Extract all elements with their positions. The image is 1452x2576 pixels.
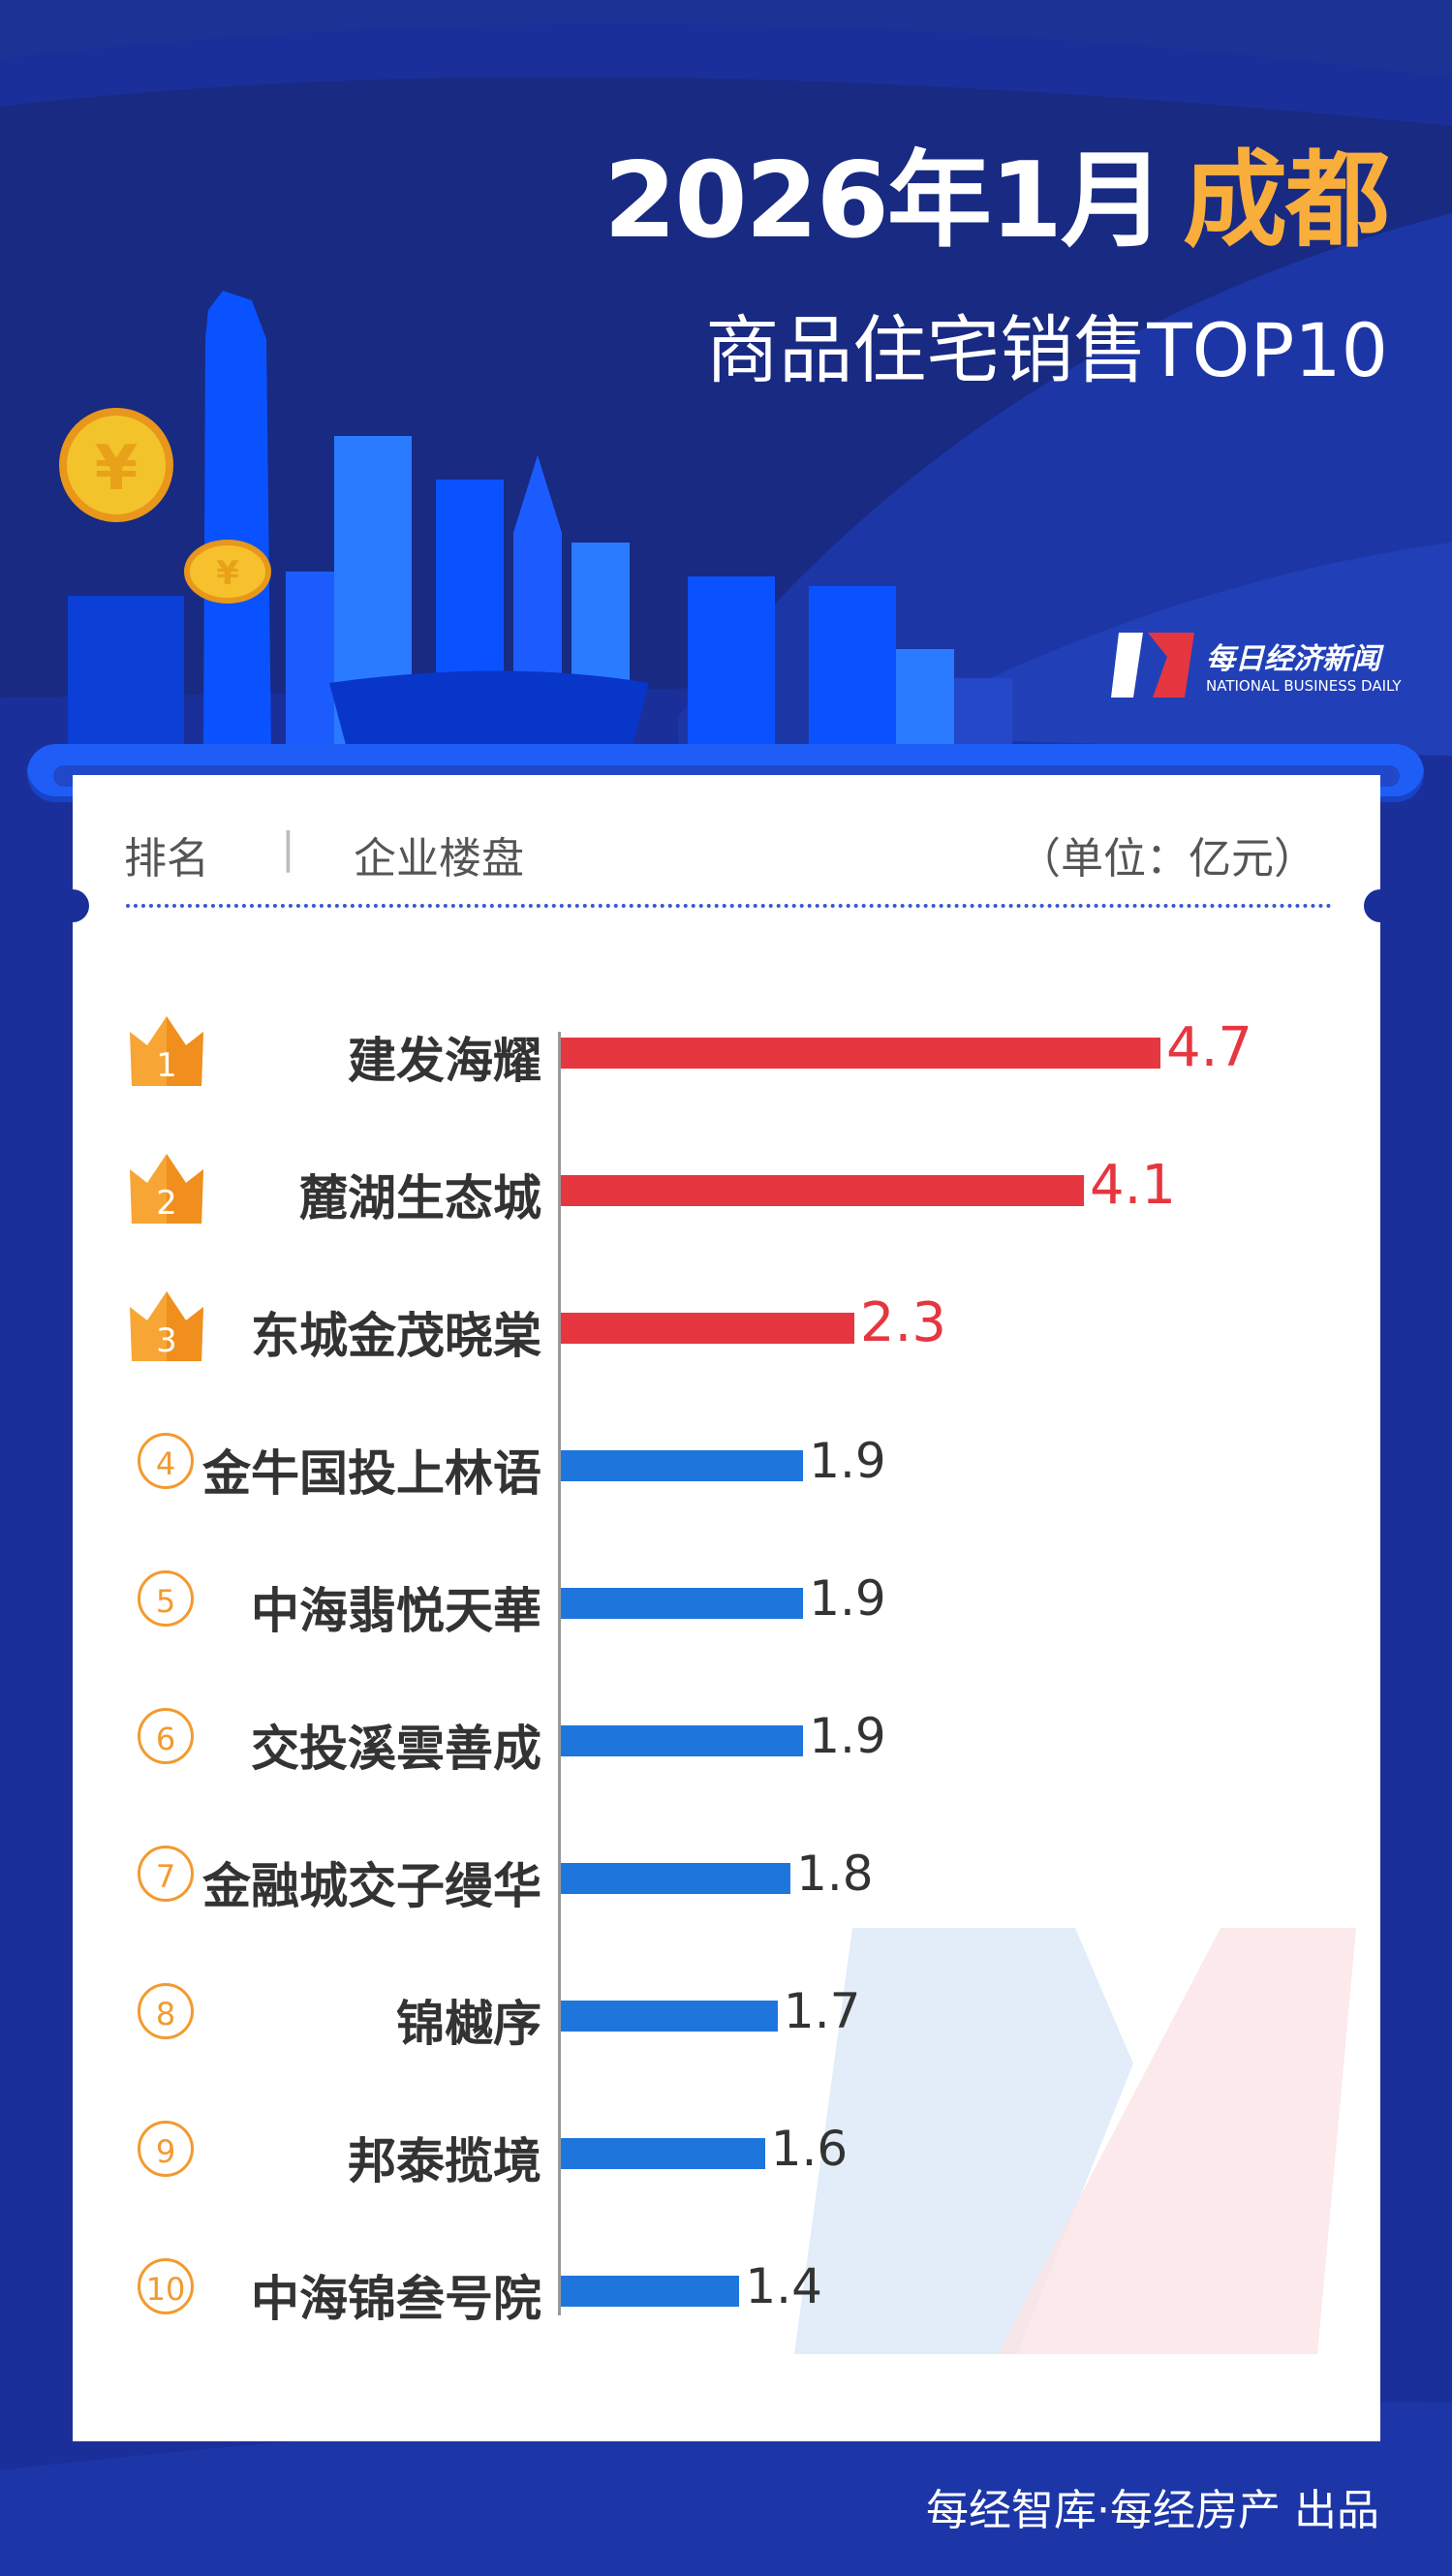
logo-cn: 每日经济新闻 — [1206, 641, 1380, 676]
footer-credit: 每经智库·每经房产 出品 — [926, 2486, 1379, 2535]
bar — [561, 1175, 1084, 1206]
rank-number: 2 — [156, 1184, 177, 1223]
crown-rank-icon: 3 — [130, 1291, 203, 1361]
chart-axis — [558, 1032, 561, 2315]
svg-text:¥: ¥ — [216, 554, 239, 593]
crown-rank-icon: 1 — [130, 1016, 203, 1086]
bar — [561, 1313, 854, 1344]
rank-circle-icon: 10 — [138, 2258, 194, 2314]
chart-row: 7 金融城交子缦华 1.8 — [0, 1828, 1452, 1925]
header-rank: 排名 — [124, 834, 209, 884]
chart-row: 10 中海锦叁号院 1.4 — [0, 2241, 1452, 2338]
value-label: 4.7 — [1166, 1016, 1253, 1079]
crown-rank-icon: 2 — [130, 1154, 203, 1224]
watermark-logo — [794, 1928, 1356, 2354]
bar — [561, 1863, 791, 1894]
rank-circle-icon: 4 — [138, 1433, 194, 1489]
value-label: 1.9 — [809, 1708, 886, 1764]
bar — [561, 1725, 804, 1756]
chart-row: 9 邦泰揽境 1.6 — [0, 2103, 1452, 2200]
rank-number: 1 — [156, 1046, 177, 1085]
value-label: 1.9 — [809, 1570, 886, 1627]
value-label: 1.7 — [783, 1983, 861, 2039]
rank-circle-icon: 5 — [138, 1570, 194, 1627]
chart-row: 2 麓湖生态城 4.1 — [0, 1140, 1452, 1237]
chart-row: 4 金牛国投上林语 1.9 — [0, 1415, 1452, 1512]
rank-circle-icon: 9 — [138, 2121, 194, 2177]
title-city: 成都 — [1182, 140, 1390, 262]
chart-row: 1 建发海耀 4.7 — [0, 1003, 1452, 1100]
title-date: 2026年1月 — [603, 140, 1165, 262]
project-name: 邦泰揽境 — [348, 2133, 541, 2189]
project-name: 金融城交子缦华 — [202, 1858, 541, 1914]
value-label: 4.1 — [1089, 1154, 1177, 1217]
value-label: 1.4 — [745, 2258, 822, 2314]
project-name: 东城金茂晓棠 — [251, 1308, 541, 1364]
project-name: 建发海耀 — [348, 1033, 541, 1089]
project-name: 金牛国投上林语 — [202, 1445, 541, 1502]
bar — [561, 1038, 1160, 1069]
page-subtitle: 商品住宅销售TOP10 — [705, 307, 1388, 393]
nbd-logo: 每日经济新闻 NATIONAL BUSINESS DAILY — [1109, 628, 1402, 700]
header-divider: | — [281, 823, 295, 873]
bar — [561, 2276, 740, 2307]
chart-row: 6 交投溪雲善成 1.9 — [0, 1691, 1452, 1787]
bar — [561, 2138, 765, 2169]
chart-row: 5 中海翡悦天華 1.9 — [0, 1553, 1452, 1650]
dotted-divider — [126, 904, 1332, 908]
page-title: 2026年1月 成都 — [603, 116, 1390, 267]
project-name: 交投溪雲善成 — [251, 1721, 541, 1777]
card-notch-left — [56, 889, 89, 922]
bar — [561, 2001, 778, 2032]
project-name: 中海翡悦天華 — [251, 1583, 541, 1639]
value-label: 1.8 — [796, 1846, 874, 1902]
rank-circle-icon: 7 — [138, 1846, 194, 1902]
project-name: 中海锦叁号院 — [251, 2271, 541, 2327]
nbd-logo-icon — [1111, 633, 1194, 698]
logo-en: NATIONAL BUSINESS DAILY — [1206, 676, 1402, 695]
rank-circle-icon: 8 — [138, 1983, 194, 2039]
header-project: 企业楼盘 — [354, 834, 524, 884]
bar — [561, 1588, 804, 1619]
header-unit: （单位：亿元） — [1018, 834, 1316, 884]
chart-row: 8 锦樾序 1.7 — [0, 1966, 1452, 2063]
project-name: 锦樾序 — [396, 1996, 541, 2052]
project-name: 麓湖生态城 — [299, 1170, 541, 1226]
card-notch-right — [1364, 889, 1397, 922]
rank-circle-icon: 6 — [138, 1708, 194, 1764]
bar — [561, 1450, 804, 1481]
svg-text:¥: ¥ — [95, 433, 139, 505]
value-label: 1.6 — [770, 2121, 849, 2177]
rank-number: 3 — [156, 1321, 177, 1360]
chart-row: 3 东城金茂晓棠 2.3 — [0, 1278, 1452, 1375]
value-label: 2.3 — [859, 1291, 946, 1354]
value-label: 1.9 — [809, 1433, 886, 1489]
